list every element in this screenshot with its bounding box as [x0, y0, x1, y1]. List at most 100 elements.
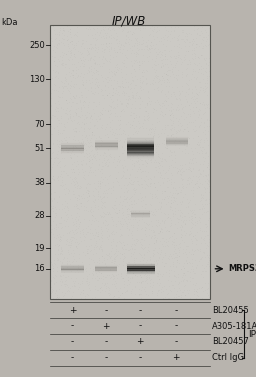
Point	[170, 241, 174, 247]
Point	[70, 148, 74, 154]
Point	[125, 182, 129, 188]
Point	[178, 90, 182, 96]
Point	[181, 183, 185, 189]
Point	[137, 218, 142, 224]
Text: -: -	[139, 353, 142, 362]
Point	[171, 282, 175, 288]
Point	[177, 216, 181, 222]
Point	[188, 156, 192, 162]
Point	[125, 55, 129, 61]
Point	[179, 227, 183, 233]
Point	[150, 126, 154, 132]
Point	[96, 113, 100, 119]
Point	[72, 125, 77, 131]
Point	[157, 230, 161, 236]
Point	[60, 259, 64, 265]
Point	[179, 189, 183, 195]
Point	[116, 179, 120, 185]
Point	[160, 190, 164, 196]
Point	[120, 210, 124, 216]
Point	[202, 124, 206, 130]
Point	[94, 145, 99, 151]
Point	[124, 262, 129, 268]
Point	[107, 77, 111, 83]
Point	[95, 71, 100, 77]
Point	[60, 174, 64, 180]
Point	[70, 247, 74, 253]
Point	[144, 201, 148, 207]
Point	[152, 25, 156, 31]
Point	[183, 33, 187, 39]
Point	[77, 192, 81, 198]
Point	[196, 92, 200, 98]
Point	[125, 241, 129, 247]
Point	[79, 140, 83, 146]
Point	[139, 280, 143, 286]
Point	[134, 114, 138, 120]
Point	[89, 154, 93, 160]
Point	[160, 163, 164, 169]
Point	[164, 93, 168, 99]
Point	[161, 180, 165, 186]
Point	[155, 28, 159, 34]
Point	[146, 213, 151, 219]
Point	[90, 156, 94, 162]
Point	[98, 115, 102, 121]
Point	[95, 29, 99, 35]
Point	[178, 162, 182, 168]
Point	[183, 249, 187, 255]
Point	[125, 166, 129, 172]
Point	[144, 181, 148, 187]
Point	[109, 35, 113, 41]
Point	[199, 256, 203, 262]
Point	[74, 120, 79, 126]
Point	[126, 187, 131, 193]
Point	[148, 42, 152, 48]
Point	[104, 77, 108, 83]
Point	[72, 182, 76, 188]
Point	[64, 78, 68, 84]
Point	[73, 176, 77, 182]
Point	[67, 45, 71, 51]
Point	[151, 252, 155, 258]
Point	[107, 40, 111, 46]
Point	[164, 43, 168, 49]
Point	[92, 151, 96, 157]
Point	[174, 296, 178, 302]
Point	[200, 295, 204, 301]
Text: -: -	[175, 337, 178, 346]
Point	[56, 69, 60, 75]
Point	[63, 110, 67, 116]
Point	[68, 82, 72, 88]
Point	[72, 42, 76, 48]
Point	[89, 135, 93, 141]
Point	[138, 75, 142, 81]
Point	[131, 224, 135, 230]
Point	[115, 162, 119, 168]
Point	[191, 266, 195, 272]
Point	[206, 32, 210, 38]
Point	[115, 144, 119, 150]
Point	[150, 195, 154, 201]
Point	[158, 170, 162, 176]
Point	[87, 140, 91, 146]
Point	[113, 284, 118, 290]
Point	[205, 77, 209, 83]
Point	[165, 145, 169, 151]
Point	[172, 164, 176, 170]
Point	[181, 219, 185, 225]
Point	[91, 267, 95, 273]
Point	[113, 278, 117, 284]
Point	[182, 126, 186, 132]
Point	[97, 156, 101, 162]
Point	[195, 185, 199, 192]
Point	[185, 196, 189, 202]
Point	[200, 268, 205, 274]
Point	[163, 53, 167, 59]
Point	[169, 220, 173, 226]
Point	[189, 247, 194, 253]
Point	[143, 194, 147, 200]
Point	[155, 290, 159, 296]
Bar	[127, 265, 155, 266]
Point	[131, 270, 135, 276]
